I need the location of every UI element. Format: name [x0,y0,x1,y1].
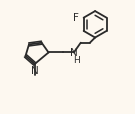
Text: H: H [73,55,80,64]
Text: F: F [73,12,79,22]
Text: N: N [70,48,78,58]
Text: N: N [31,65,39,75]
